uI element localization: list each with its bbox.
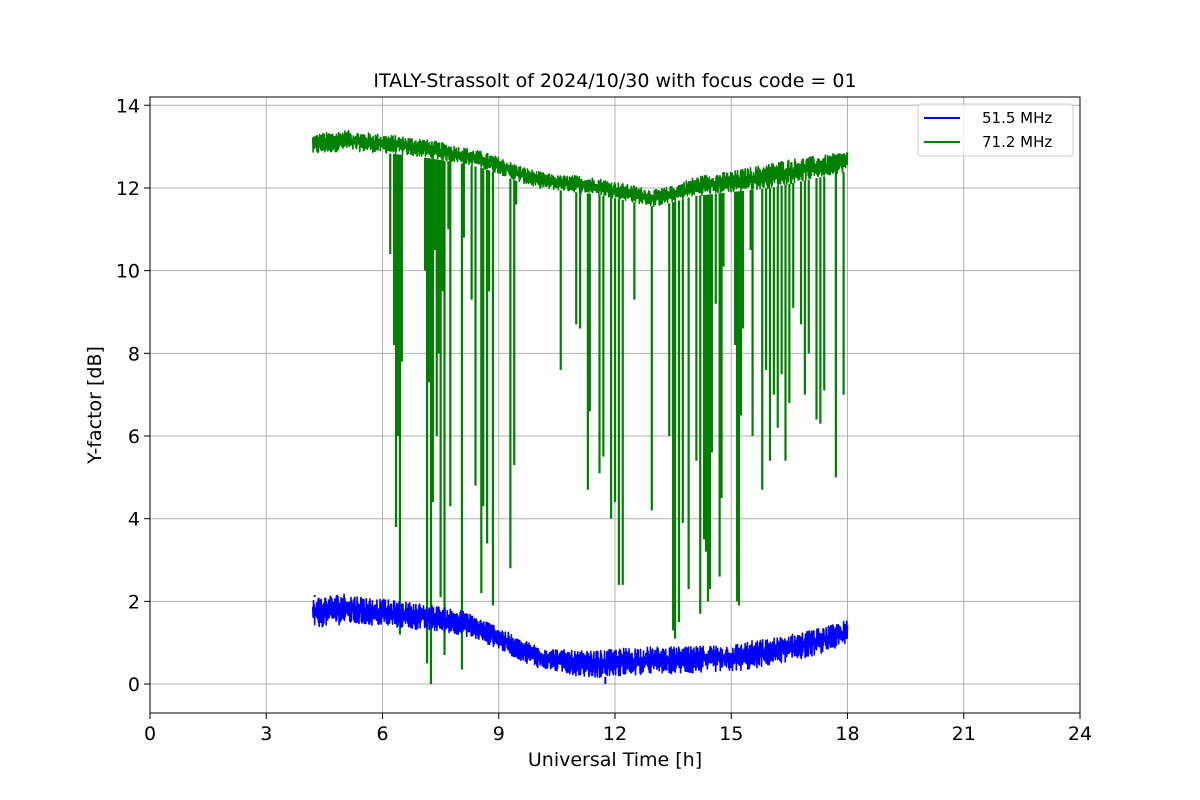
x-tick-label: 9: [493, 723, 505, 745]
series-trace: [311, 593, 849, 679]
legend: 51.5 MHz 71.2 MHz: [917, 103, 1074, 157]
series-51-5-MHz: [311, 593, 849, 685]
chart-title: ITALY-Strassolt of 2024/10/30 with focus…: [373, 70, 856, 92]
y-axis-label: Y-factor [dB]: [84, 346, 106, 465]
y-tick-label: 10: [116, 261, 140, 283]
series-layer: [311, 129, 849, 685]
y-tick-label: 0: [128, 674, 140, 696]
legend-label-51-5: 51.5 MHz: [982, 109, 1052, 127]
x-tick-label: 24: [1068, 723, 1092, 745]
x-tick-label: 0: [144, 723, 156, 745]
y-tick-label: 4: [128, 509, 140, 531]
x-axis: 0 3 6 9 12 15 18 21 24: [144, 713, 1092, 745]
x-tick-label: 21: [952, 723, 976, 745]
x-tick-label: 15: [719, 723, 743, 745]
series-trace: [311, 129, 849, 208]
x-tick-label: 12: [603, 723, 627, 745]
y-tick-label: 14: [116, 95, 140, 117]
x-tick-label: 6: [376, 723, 388, 745]
x-tick-label: 18: [835, 723, 859, 745]
x-axis-label: Universal Time [h]: [528, 749, 702, 771]
y-axis: 0 2 4 6 8 10 12 14: [116, 95, 150, 696]
y-tick-label: 12: [116, 178, 140, 200]
x-tick-label: 3: [260, 723, 272, 745]
series-71-2-MHz: [311, 129, 849, 685]
y-tick-label: 6: [128, 426, 140, 448]
y-tick-label: 8: [128, 343, 140, 365]
y-tick-label: 2: [128, 591, 140, 613]
legend-label-71-2: 71.2 MHz: [982, 133, 1052, 151]
